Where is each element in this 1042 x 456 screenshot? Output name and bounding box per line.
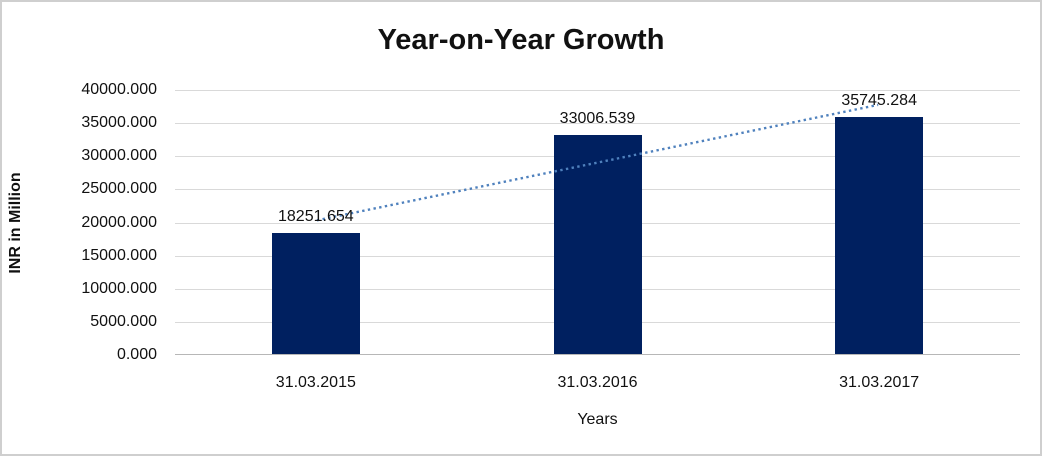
bar-31.03.2017	[835, 117, 924, 354]
x-tick-label-31.03.2017: 31.03.2017	[839, 374, 920, 391]
y-tick-label: 10000.000	[81, 279, 157, 297]
bar-31.03.2016	[553, 135, 642, 354]
y-tick-label: 30000.000	[81, 147, 157, 165]
bar-31.03.2015	[271, 233, 360, 354]
y-tick-label: 25000.000	[81, 180, 157, 198]
gridline	[175, 90, 1020, 91]
gridline	[175, 123, 1020, 125]
x-tick-label-31.03.2016: 31.03.2016	[557, 374, 638, 391]
data-label-31.03.2016: 33006.539	[559, 110, 636, 128]
y-tick-label: 5000.000	[90, 312, 157, 330]
y-tick-label: 20000.000	[81, 213, 157, 231]
data-label-31.03.2015: 18251.654	[278, 208, 354, 226]
y-tick-label: 35000.000	[81, 114, 157, 132]
plot-area	[175, 90, 1020, 355]
x-axis-title: Years	[577, 411, 618, 428]
chart-title: Year-on-Year Growth	[377, 24, 665, 56]
x-tick-label-31.03.2015: 31.03.2015	[275, 374, 356, 391]
y-tick-label: 40000.000	[81, 81, 157, 98]
data-label-31.03.2017: 35745.284	[841, 92, 917, 110]
y-tick-label: 0.000	[116, 346, 157, 363]
y-tick-label: 15000.000	[81, 246, 157, 264]
